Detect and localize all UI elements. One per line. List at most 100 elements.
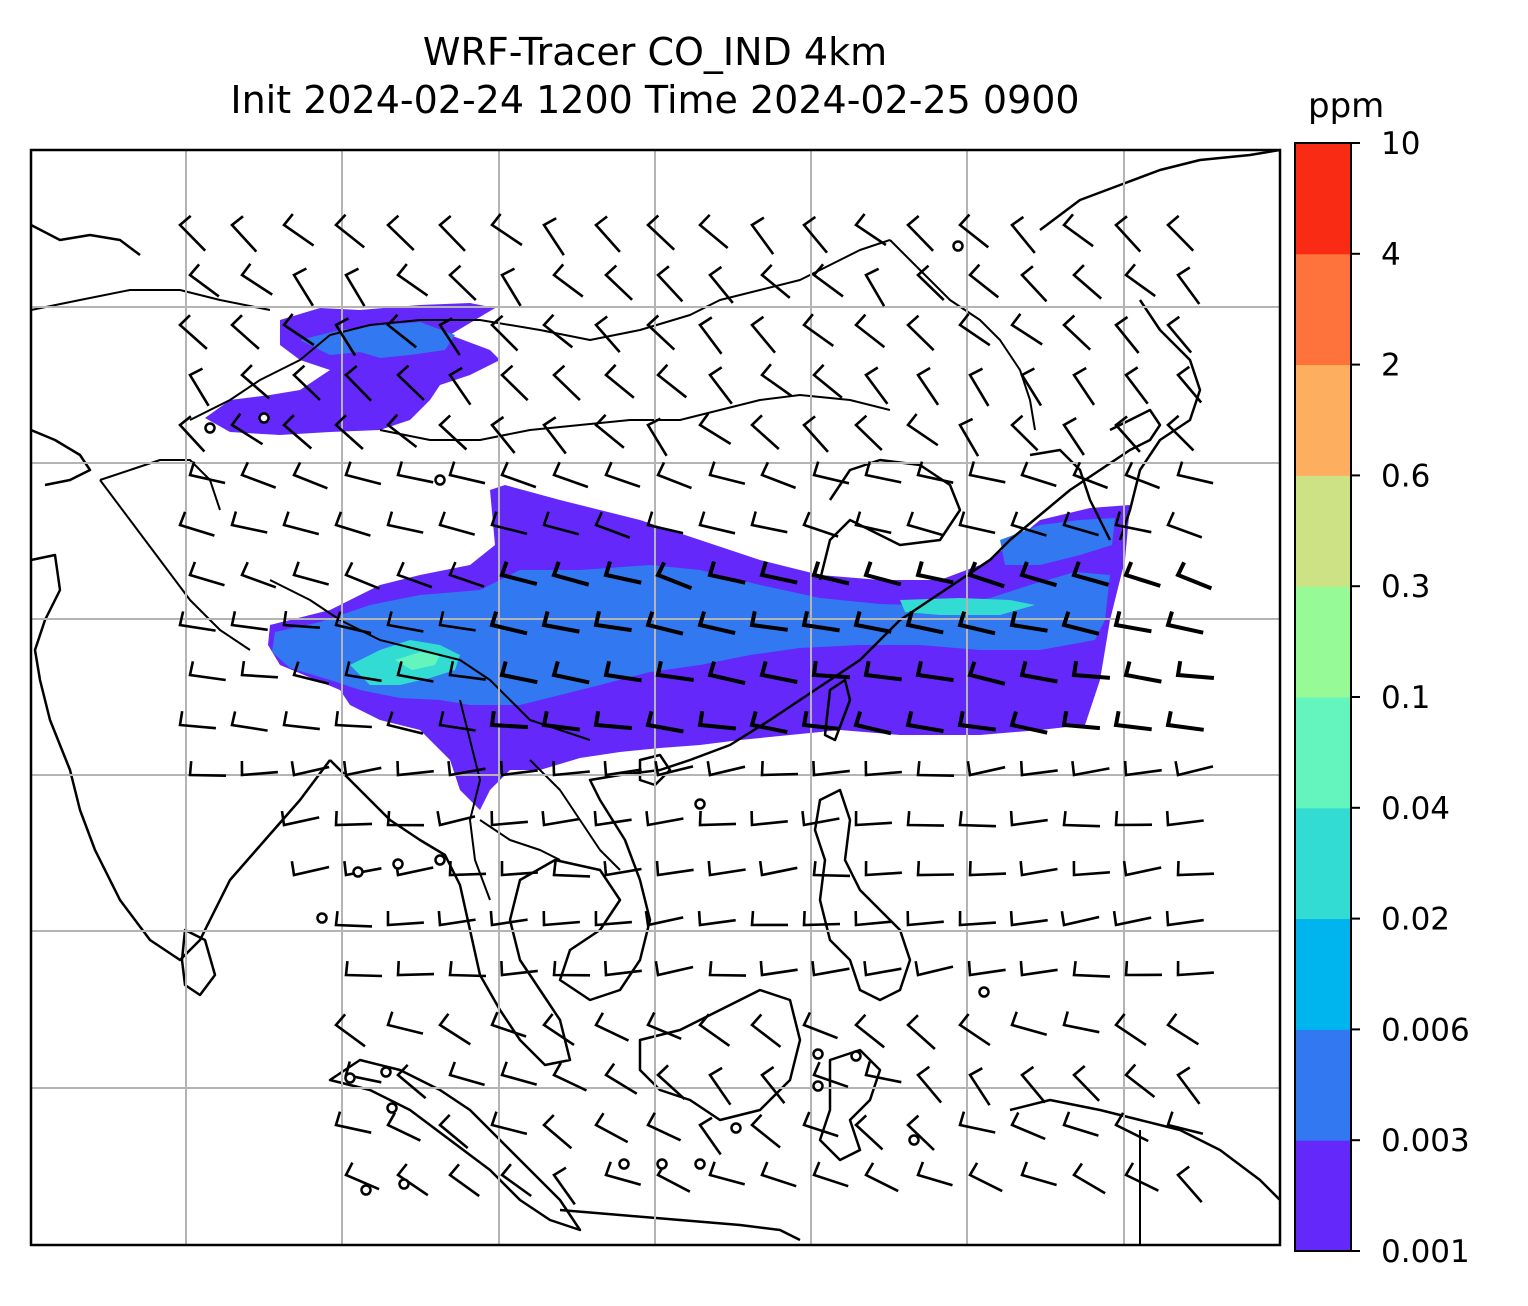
wind-barb [552, 1062, 588, 1092]
wind-barb [396, 561, 433, 589]
wind-barb [916, 1161, 953, 1187]
border-laos-vietnam [529, 759, 621, 871]
wind-barb [1062, 416, 1085, 456]
wind-barb [344, 267, 366, 307]
wind-barb [698, 1116, 722, 1156]
wind-barb [1010, 313, 1043, 346]
wind-barb [438, 611, 476, 632]
wind-barb [594, 511, 631, 539]
wind-barb [334, 710, 372, 729]
wind-barb [1071, 660, 1111, 680]
wind-barb [1124, 1063, 1156, 1099]
wind-barb [344, 1162, 380, 1191]
coast-newguinea [1009, 1098, 1280, 1201]
wind-barb [968, 860, 1007, 877]
coast-java [559, 1208, 801, 1242]
wind-barb [760, 1161, 797, 1188]
wind-barb [1113, 710, 1152, 732]
wind-barb [854, 511, 892, 535]
wind-barb [644, 910, 684, 927]
wind-barb [282, 213, 315, 247]
wind-barb [490, 314, 519, 352]
wind-barb [1176, 365, 1203, 404]
wind-barb [178, 611, 216, 632]
wind-barb [490, 1111, 528, 1136]
wind-barb [1072, 461, 1109, 490]
wind-barb [230, 412, 264, 446]
wind-barb [552, 364, 581, 402]
colorbar-tick-label: 0.006 [1381, 1012, 1470, 1048]
wind-barb [280, 810, 320, 827]
wind-barb [1010, 414, 1039, 452]
wind-barb [1122, 860, 1162, 877]
wind-barb [386, 1011, 424, 1035]
co-plume [205, 303, 1130, 810]
wind-barb [958, 511, 996, 535]
wind-barb [906, 215, 935, 252]
wind-barb [292, 364, 321, 401]
wind-barb [448, 860, 487, 877]
wind-barb [812, 363, 843, 399]
wind-barb [240, 263, 273, 296]
calm-wind-marker [978, 986, 990, 998]
wind-barb [646, 214, 676, 251]
wind-barb [958, 313, 991, 347]
wind-barb [906, 1114, 935, 1151]
wind-barb [386, 611, 424, 633]
coast-indochina [329, 408, 1162, 1067]
wind-barb [1072, 960, 1111, 978]
wind-barb [178, 214, 207, 252]
wind-barb [811, 660, 851, 680]
wind-barb [1114, 1112, 1149, 1143]
wind-barb [957, 710, 996, 732]
wind-barb [1019, 960, 1058, 977]
wind-barb [603, 561, 642, 585]
wind-barb [916, 1065, 943, 1104]
wind-barb [750, 910, 789, 927]
wind-barb [854, 1013, 886, 1049]
wind-barb [1072, 264, 1103, 300]
wind-barb [386, 214, 415, 252]
wind-barb [334, 1111, 372, 1134]
wind-barb [344, 960, 383, 978]
wind-barb [916, 860, 955, 877]
wind-barb [1072, 1065, 1101, 1102]
wind-barb [1124, 461, 1161, 490]
colorbar-tick-label: 0.003 [1381, 1123, 1470, 1159]
wind-barb [603, 660, 642, 683]
wind-barb [854, 414, 883, 452]
wind-barb [594, 215, 621, 253]
wind-barb [343, 860, 382, 877]
wind-barb [1020, 1065, 1047, 1104]
colorbar-bands [1295, 143, 1351, 1252]
colorbar-band [1295, 253, 1351, 366]
wind-barb [447, 760, 486, 777]
wind-barb [802, 1111, 839, 1138]
wind-barb [1114, 1013, 1147, 1047]
wind-barb [654, 760, 694, 777]
calm-wind-marker [730, 1122, 742, 1134]
calm-wind-marker [386, 1102, 398, 1114]
wind-barb [854, 313, 886, 349]
wind-barb [1166, 214, 1195, 252]
border-kazakh [31, 289, 271, 311]
wind-barb [551, 561, 590, 587]
colorbar-tick-label: 0.3 [1381, 569, 1430, 605]
calm-wind-marker [352, 866, 364, 878]
wind-barb [1114, 215, 1142, 253]
wind-barb [552, 1166, 576, 1206]
colorbar: 0.001 0.003 0.006 0.02 0.04 0.1 0.3 0.6 2 4 10 ppm [1294, 86, 1470, 1270]
wind-barb [1071, 760, 1110, 777]
wind-barb [864, 1162, 899, 1193]
wind-barb [230, 314, 260, 350]
wind-barb [334, 213, 366, 249]
wind-barb [749, 610, 788, 632]
colorbar-tick-label: 0.001 [1381, 1234, 1470, 1270]
wind-barb [1175, 660, 1215, 680]
wind-barb [698, 412, 732, 446]
wind-barb [968, 461, 1006, 484]
wind-barb [438, 1113, 469, 1150]
wind-barb [645, 810, 684, 827]
wind-barb [656, 1064, 686, 1101]
wind-barb [1176, 266, 1201, 305]
